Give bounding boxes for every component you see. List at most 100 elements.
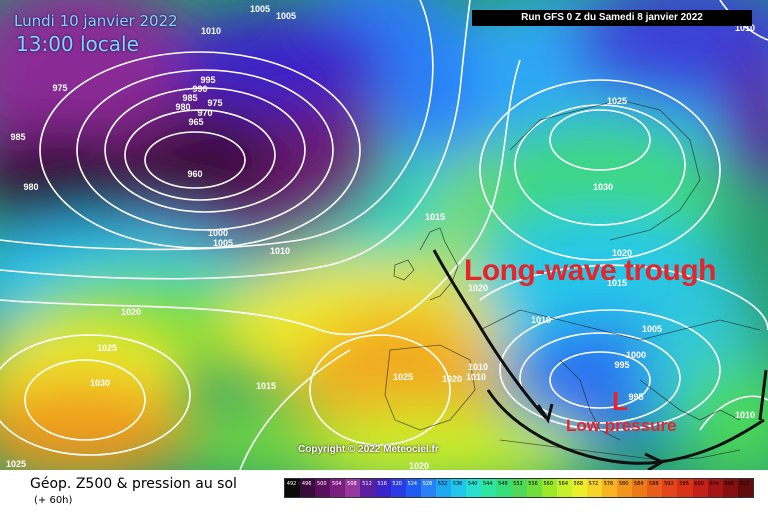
color-scale-cell (390, 479, 406, 497)
isobar-contours (0, 0, 768, 470)
color-scale-cell (617, 479, 633, 497)
color-scale-value: 524 (407, 481, 418, 487)
isobar-label: 1000 (208, 228, 228, 238)
isobar-label: 1010 (201, 26, 221, 36)
weather-map: 1005 1005 1010 975 995 990 985 980 975 970 965 985 9… (0, 0, 768, 470)
color-scale-cell (435, 479, 452, 497)
color-scale-cell (285, 479, 301, 497)
trough-arc-arrowhead (644, 452, 666, 470)
color-scale-value: 560 (543, 481, 553, 487)
color-scale-cell (315, 479, 331, 497)
color-scale-cell (571, 479, 587, 497)
color-scale-cell (345, 479, 361, 497)
color-scale-value: 572 (588, 481, 599, 487)
color-scale-cell (556, 479, 572, 497)
color-scale-value: 552 (513, 481, 523, 487)
color-scale-value: 584 (633, 481, 644, 487)
geopotential-field (0, 0, 768, 470)
trough-axis-arrow (432, 249, 548, 420)
color-scale-value: 500 (316, 481, 327, 487)
color-scale-cell (541, 479, 557, 497)
isobar-label: 1025 (6, 459, 26, 469)
low-pressure-label: Low pressure (566, 416, 677, 435)
color-scale-value: 504 (332, 481, 342, 487)
isobar-label: 1030 (90, 378, 110, 388)
color-scale-value: 564 (558, 481, 568, 487)
isobar-label: 995 (200, 75, 215, 85)
isobar-label: 985 (182, 93, 197, 103)
isobar-label: 1015 (607, 278, 627, 288)
isobar-label: 1005 (213, 238, 233, 248)
color-scale-value: 544 (482, 481, 493, 487)
isobar-label: 1020 (121, 307, 141, 317)
isobar-label: 1025 (607, 96, 627, 106)
color-scale-cell (737, 479, 753, 497)
isobar-label: 970 (197, 108, 212, 118)
isobar-label: 1025 (97, 343, 117, 353)
color-scale-cell (300, 479, 316, 497)
isobar-label: 1010 (735, 23, 755, 33)
isobar-label: 1005 (642, 324, 662, 334)
isobar-label: 980 (175, 102, 190, 112)
isobar-label: 1025 (393, 372, 413, 382)
isobar-label: 1010 (531, 315, 551, 325)
color-scale-cell (405, 479, 421, 497)
isobar-label: 1020 (468, 283, 488, 293)
isobar-label: 960 (187, 169, 202, 179)
color-scale-cell (375, 479, 391, 497)
copyright-notice: Copyright © 2022 Meteociel.fr (298, 444, 439, 455)
color-scale-cell (330, 479, 346, 497)
color-scale-value: 548 (498, 481, 508, 487)
isobar-label: 975 (207, 98, 222, 108)
model-run-label: Run GFS 0 Z du Samedi 8 janvier 2022 (472, 10, 752, 26)
forecast-offset: (+ 60h) (34, 495, 73, 506)
color-scale-value: 604 (709, 481, 719, 487)
color-scale-cell (511, 479, 527, 497)
isobar-label: 1010 (468, 362, 488, 372)
color-scale-value: 576 (603, 481, 614, 487)
color-scale-cell (586, 479, 602, 497)
color-scale-cell (662, 479, 678, 497)
isobar-label: 1015 (425, 212, 445, 222)
color-scale-value: 580 (618, 481, 629, 487)
isobar-label: 1005 (276, 11, 296, 21)
color-scale-value: 588 (649, 481, 659, 487)
color-scale-cell (632, 479, 648, 497)
isobar-label: 995 (628, 392, 643, 402)
color-scale-cell (496, 479, 512, 497)
isobar-label: 1010 (735, 410, 755, 420)
color-scale-cell (647, 479, 663, 497)
coastlines (384, 99, 761, 461)
long-wave-trough-label: Long-wave trough (464, 254, 716, 287)
valid-date: Lundi 10 janvier 2022 (14, 12, 178, 30)
isobar-label: 995 (614, 360, 629, 370)
isobar-label: 1000 (626, 350, 646, 360)
color-scale-value: 496 (301, 481, 312, 487)
color-scale-cell (451, 479, 467, 497)
color-scale-cell (481, 479, 497, 497)
color-scale-value: 520 (392, 481, 402, 487)
color-scale-cell (707, 479, 723, 497)
valid-time: 13:00 locale (16, 32, 139, 56)
color-scale-value: 608 (724, 481, 735, 487)
map-title: Géop. Z500 & pression au sol (30, 476, 237, 492)
color-scale-cell (601, 479, 618, 497)
trough-arc-end (758, 369, 768, 421)
isobar-label: 990 (192, 84, 207, 94)
color-scale (284, 478, 754, 498)
color-scale-cell (722, 479, 738, 497)
color-scale-value: 536 (452, 481, 463, 487)
color-scale-cell (526, 479, 542, 497)
isobar-label: 1020 (409, 461, 429, 470)
isobar-label: 1030 (593, 182, 613, 192)
color-scale-value: 508 (347, 481, 357, 487)
color-scale-cell (677, 479, 693, 497)
color-scale-value: 540 (467, 481, 478, 487)
color-scale-cell (466, 479, 482, 497)
isobar-label: 1020 (442, 374, 462, 384)
isobar-label: 975 (52, 83, 67, 93)
isobar-label: 1020 (612, 248, 632, 258)
color-scale-value: 492 (286, 481, 297, 487)
